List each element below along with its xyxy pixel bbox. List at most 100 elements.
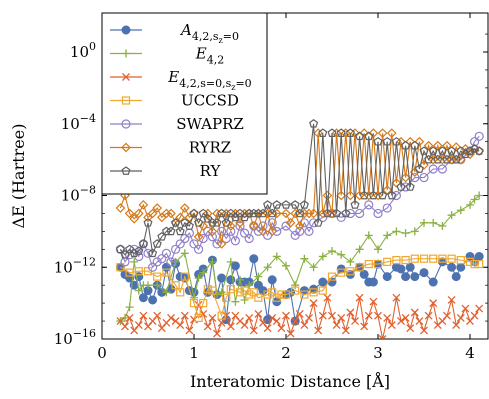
data-point bbox=[217, 226, 227, 236]
data-point bbox=[392, 256, 401, 265]
data-point bbox=[345, 128, 355, 137]
series-ry bbox=[115, 119, 484, 259]
data-point bbox=[207, 232, 217, 242]
data-point bbox=[392, 227, 401, 236]
data-point bbox=[240, 295, 249, 304]
data-point bbox=[364, 311, 373, 320]
data-point bbox=[410, 254, 419, 263]
data-point bbox=[115, 244, 125, 254]
data-point bbox=[199, 299, 208, 308]
data-point bbox=[199, 268, 208, 277]
data-point bbox=[337, 268, 346, 277]
data-point bbox=[419, 160, 429, 170]
data-point bbox=[203, 322, 212, 331]
data-point bbox=[415, 317, 424, 326]
legend-label: A4,2,sz=0 bbox=[179, 21, 239, 45]
data-point bbox=[267, 226, 278, 237]
data-point bbox=[383, 313, 392, 322]
data-point bbox=[447, 296, 456, 304]
data-point bbox=[180, 311, 189, 320]
data-point bbox=[291, 286, 300, 295]
data-point bbox=[185, 326, 194, 335]
data-point bbox=[263, 290, 272, 299]
data-point bbox=[230, 212, 240, 222]
data-point bbox=[327, 128, 337, 137]
data-point bbox=[460, 143, 471, 154]
data-point bbox=[212, 218, 222, 227]
data-point bbox=[133, 208, 144, 219]
data-point bbox=[364, 131, 374, 141]
legend-entry: RY bbox=[110, 162, 221, 180]
data-point bbox=[318, 311, 327, 320]
data-point bbox=[452, 321, 461, 330]
data-point bbox=[355, 131, 365, 141]
legend-marker bbox=[122, 49, 130, 58]
data-point bbox=[401, 140, 411, 150]
data-point bbox=[363, 190, 374, 201]
data-point bbox=[374, 245, 382, 254]
data-point bbox=[148, 248, 158, 258]
data-point bbox=[359, 190, 369, 200]
data-point bbox=[134, 267, 143, 276]
data-point bbox=[194, 218, 204, 227]
data-point bbox=[424, 154, 434, 164]
data-point bbox=[397, 317, 405, 326]
data-point bbox=[346, 308, 355, 317]
data-point bbox=[147, 208, 158, 219]
data-point bbox=[392, 293, 401, 302]
data-point bbox=[235, 217, 245, 228]
data-point bbox=[138, 239, 148, 248]
data-point bbox=[424, 311, 433, 320]
x-axis-label: Interatomic Distance [Å] bbox=[190, 371, 390, 391]
data-point bbox=[203, 214, 213, 223]
data-point bbox=[176, 321, 185, 330]
data-point bbox=[277, 324, 286, 333]
data-point bbox=[364, 231, 373, 240]
data-point bbox=[419, 146, 429, 155]
x-tick-label: 1 bbox=[189, 344, 199, 362]
data-point bbox=[244, 233, 254, 244]
data-point bbox=[442, 154, 452, 164]
data-point bbox=[396, 182, 406, 191]
data-point bbox=[217, 311, 226, 320]
data-point bbox=[429, 254, 438, 263]
data-point bbox=[420, 326, 428, 335]
data-point bbox=[401, 229, 410, 238]
data-point bbox=[148, 295, 158, 305]
data-point bbox=[125, 303, 134, 312]
series-swaprz bbox=[115, 131, 484, 272]
data-point bbox=[355, 208, 365, 219]
data-point bbox=[249, 288, 258, 297]
legend-marker bbox=[121, 166, 131, 175]
data-point bbox=[364, 200, 374, 210]
data-point bbox=[428, 277, 438, 287]
data-point bbox=[236, 275, 244, 284]
data-point bbox=[414, 164, 424, 173]
legend-entry: RYRZ bbox=[110, 139, 231, 157]
data-point bbox=[309, 288, 318, 297]
data-point bbox=[222, 293, 231, 302]
data-point bbox=[355, 293, 364, 302]
data-point bbox=[221, 208, 232, 219]
data-point bbox=[245, 313, 254, 322]
data-point bbox=[267, 208, 277, 218]
data-point bbox=[253, 226, 263, 236]
data-point bbox=[405, 262, 415, 272]
data-point bbox=[230, 261, 240, 271]
data-point bbox=[221, 218, 231, 227]
data-point bbox=[368, 277, 378, 287]
data-point bbox=[129, 213, 140, 224]
data-point bbox=[153, 281, 162, 290]
data-point bbox=[272, 317, 281, 326]
data-point bbox=[337, 313, 346, 322]
data-point bbox=[244, 208, 254, 218]
data-point bbox=[456, 313, 465, 322]
data-point bbox=[216, 239, 227, 249]
data-point bbox=[470, 144, 480, 153]
data-point bbox=[272, 252, 281, 261]
data-point bbox=[374, 311, 382, 320]
data-point bbox=[474, 146, 484, 155]
data-point bbox=[240, 321, 249, 330]
data-point bbox=[281, 208, 291, 219]
